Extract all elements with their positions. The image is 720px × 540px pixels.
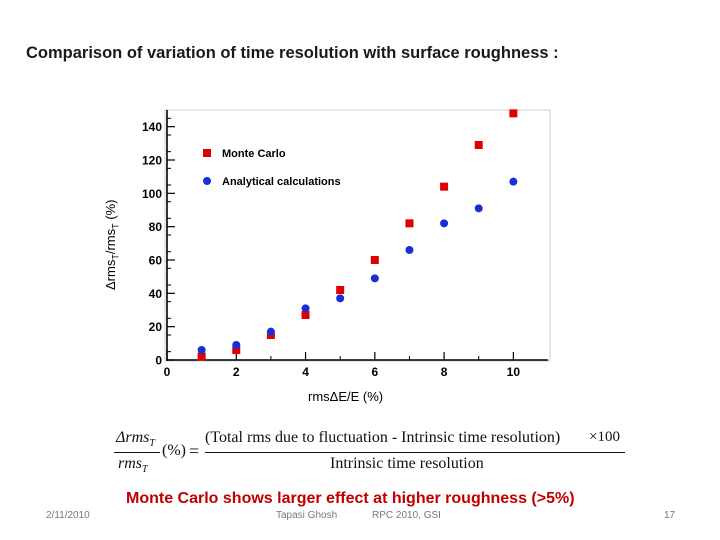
analytical-point bbox=[370, 274, 379, 283]
monte-carlo-point bbox=[232, 346, 241, 354]
analytical-point bbox=[474, 204, 483, 213]
analytical-point bbox=[509, 177, 518, 186]
slide-title: Comparison of variation of time resoluti… bbox=[26, 44, 559, 62]
monte-carlo-point bbox=[336, 286, 345, 294]
y-tick-label: 120 bbox=[142, 154, 162, 168]
formula-equals: = bbox=[189, 441, 200, 461]
legend-label: Monte Carlo bbox=[222, 148, 286, 160]
legend-marker-monte-carlo bbox=[203, 149, 211, 157]
formula-lhs-unit: (%) bbox=[162, 442, 186, 459]
formula-rhs-numerator: (Total rms due to fluctuation - Intrinsi… bbox=[205, 429, 561, 446]
analytical-point bbox=[301, 304, 310, 313]
x-tick-label: 2 bbox=[233, 365, 240, 379]
monte-carlo-point bbox=[405, 219, 414, 228]
y-tick-label: 40 bbox=[149, 287, 163, 301]
y-tick-label: 140 bbox=[142, 120, 162, 134]
formula-rhs-times: ×100 bbox=[589, 429, 620, 445]
analytical-point bbox=[405, 246, 414, 254]
footer-author: Tapasi Ghosh bbox=[276, 510, 338, 521]
formula-rhs-fraction-bar bbox=[205, 452, 625, 453]
monte-carlo-point bbox=[301, 311, 310, 319]
x-ticks: 0 2 4 6 8 10 bbox=[164, 352, 521, 379]
y-tick-label: 80 bbox=[149, 220, 163, 234]
monte-carlo-point bbox=[197, 352, 206, 361]
monte-carlo-point bbox=[474, 141, 483, 149]
monte-carlo-point bbox=[440, 182, 449, 191]
footer-date: 2/11/2010 bbox=[46, 510, 90, 521]
formula-lhs-fraction-bar bbox=[114, 452, 160, 453]
footer-page-number: 17 bbox=[664, 510, 676, 521]
x-tick-label: 4 bbox=[302, 365, 309, 379]
y-ticks: 0 20 40 60 80 100 120 140 bbox=[142, 117, 175, 368]
y-tick-label: 20 bbox=[149, 320, 163, 334]
footer-event: RPC 2010, GSI bbox=[372, 510, 441, 521]
formula-lhs-denominator: rmsT bbox=[118, 455, 148, 476]
legend: Monte Carlo Analytical calculations bbox=[203, 148, 341, 188]
analytical-point bbox=[336, 294, 345, 303]
legend-marker-analytical bbox=[203, 177, 211, 185]
x-tick-label: 6 bbox=[371, 365, 378, 379]
y-axis-label: ΔrmsT/rmsT (%) bbox=[103, 199, 121, 290]
data-points bbox=[197, 109, 518, 361]
analytical-point bbox=[197, 346, 206, 354]
y-tick-label: 60 bbox=[149, 254, 163, 268]
monte-carlo-point bbox=[509, 109, 518, 118]
y-tick-label: 0 bbox=[155, 354, 162, 368]
y-tick-label: 100 bbox=[142, 187, 162, 201]
conclusion-text: Monte Carlo shows larger effect at highe… bbox=[126, 490, 575, 507]
legend-label: Analytical calculations bbox=[222, 176, 341, 188]
analytical-point bbox=[266, 327, 275, 336]
x-axis-label: rmsΔE/E (%) bbox=[308, 389, 384, 404]
analytical-point bbox=[232, 341, 241, 349]
monte-carlo-point bbox=[370, 256, 379, 264]
analytical-point bbox=[440, 219, 449, 228]
x-tick-label: 8 bbox=[441, 365, 448, 379]
plot-frame bbox=[164, 109, 551, 362]
formula-rhs-denominator: Intrinsic time resolution bbox=[330, 455, 484, 472]
x-tick-label: 10 bbox=[507, 365, 521, 379]
x-tick-label: 0 bbox=[164, 365, 171, 379]
formula-lhs-numerator: ΔrmsT bbox=[116, 429, 155, 450]
